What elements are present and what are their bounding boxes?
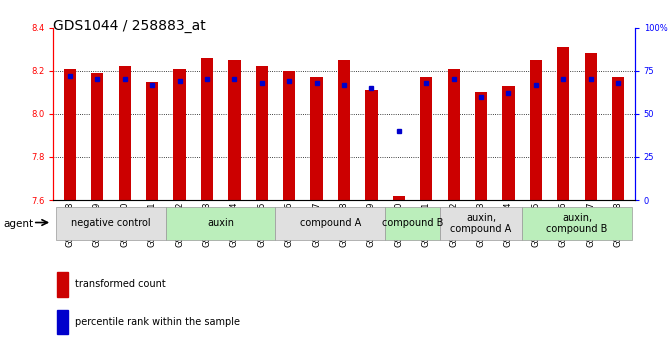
Bar <box>338 60 350 200</box>
Bar <box>256 66 268 200</box>
Bar <box>63 69 76 200</box>
Bar <box>228 60 240 200</box>
Text: compound B: compound B <box>382 218 444 228</box>
Text: GDS1044 / 258883_at: GDS1044 / 258883_at <box>53 19 206 33</box>
FancyBboxPatch shape <box>56 207 166 240</box>
Bar <box>530 60 542 200</box>
Bar <box>557 47 570 200</box>
FancyBboxPatch shape <box>385 207 440 240</box>
Text: negative control: negative control <box>71 218 151 228</box>
Bar <box>57 309 67 334</box>
Text: agent: agent <box>3 219 33 228</box>
Bar <box>174 69 186 200</box>
Bar <box>146 81 158 200</box>
Bar <box>393 196 405 200</box>
Bar <box>584 53 597 200</box>
Bar <box>502 86 514 200</box>
FancyBboxPatch shape <box>275 207 385 240</box>
Text: transformed count: transformed count <box>75 279 166 289</box>
Text: compound A: compound A <box>300 218 361 228</box>
Bar <box>57 272 67 297</box>
FancyBboxPatch shape <box>440 207 522 240</box>
Bar <box>311 77 323 200</box>
Bar <box>91 73 104 200</box>
Bar <box>420 77 432 200</box>
FancyBboxPatch shape <box>166 207 275 240</box>
FancyBboxPatch shape <box>522 207 632 240</box>
Bar <box>612 77 625 200</box>
Text: auxin,
compound A: auxin, compound A <box>450 213 512 234</box>
Text: auxin,
compound B: auxin, compound B <box>546 213 608 234</box>
Bar <box>118 66 131 200</box>
Bar <box>201 58 213 200</box>
Text: auxin: auxin <box>207 218 234 228</box>
Bar <box>475 92 487 200</box>
Bar <box>448 69 460 200</box>
Bar <box>283 71 295 200</box>
Text: percentile rank within the sample: percentile rank within the sample <box>75 317 240 327</box>
Bar <box>365 90 377 200</box>
